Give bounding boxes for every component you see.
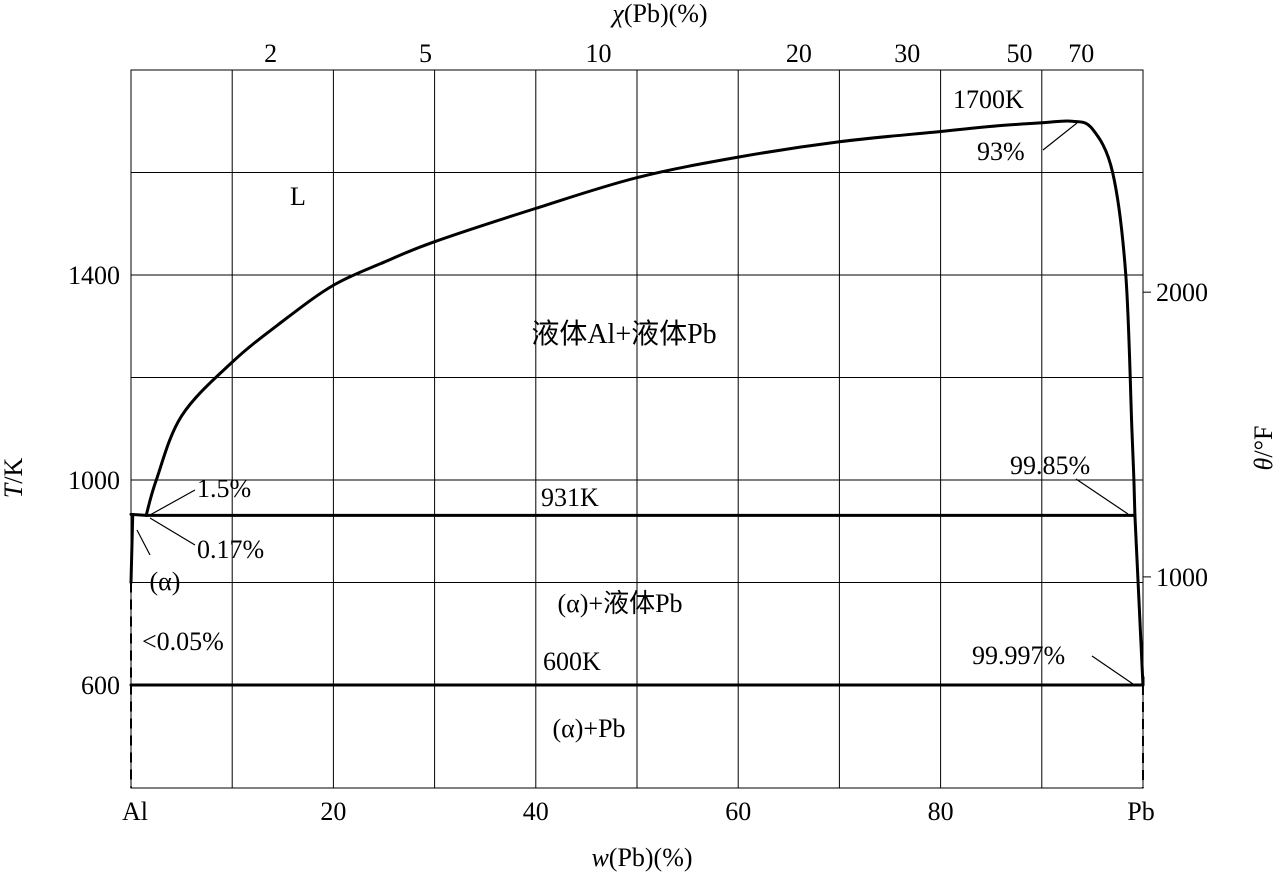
bottom-tick-label: 60 xyxy=(725,797,751,826)
bottom-axis-title: w(Pb)(%) xyxy=(591,843,692,872)
region-label-liquid: L xyxy=(290,182,306,211)
left-tick-label: 600 xyxy=(81,671,120,700)
annotation-93pct: 93% xyxy=(977,137,1025,166)
top-axis-title: χ(Pb)(%) xyxy=(609,0,707,28)
top-tick-label: 10 xyxy=(586,39,612,68)
top-tick-label: 30 xyxy=(894,39,920,68)
al-solvus xyxy=(129,513,135,584)
phase-boundaries xyxy=(129,119,1145,788)
top-tick-label: 20 xyxy=(786,39,812,68)
bottom-tick-label: 40 xyxy=(523,797,549,826)
top-tick-label: 70 xyxy=(1068,39,1094,68)
region-label-alpha: (α) xyxy=(150,567,181,596)
right-tick-label: 1000 xyxy=(1156,563,1208,592)
bottom-tick-label: 80 xyxy=(928,797,954,826)
left-tick-label: 1400 xyxy=(68,261,120,290)
annotation-0-17pct: 0.17% xyxy=(197,535,264,564)
annotation-99-997pct: 99.997% xyxy=(972,641,1065,670)
annotation-931k: 931K xyxy=(541,483,599,512)
leader-99-997pct xyxy=(1091,655,1134,685)
bottom-tick-label: 20 xyxy=(320,797,346,826)
top-tick-label: 50 xyxy=(1007,39,1033,68)
left-axis-title: T/K xyxy=(0,458,28,499)
top-tick-label: 2 xyxy=(264,39,277,68)
right-axis-title: θ/°F xyxy=(1249,426,1278,471)
left-tick-label: 1000 xyxy=(68,466,120,495)
leader-1-5pct xyxy=(149,489,196,516)
region-label-alpha-liquid-pb: (α)+液体Pb xyxy=(557,589,682,618)
bottom-tick-label: Al xyxy=(122,797,148,826)
tick-labels: Al 20 40 60 80 Pb 2 5 10 20 30 50 70 600 1000 1400 1000 2… xyxy=(68,39,1208,826)
leader-alpha xyxy=(136,529,151,556)
annotation-600k: 600K xyxy=(543,647,601,676)
annotation-1700k: 1700K xyxy=(953,85,1024,114)
top-tick-label: 5 xyxy=(419,39,432,68)
bottom-tick-label: Pb xyxy=(1127,797,1154,826)
region-label-two-liquids: 液体Al+液体Pb xyxy=(531,318,716,350)
leader-99-85pct xyxy=(1075,478,1129,515)
pb-liquidus xyxy=(1133,513,1145,687)
annotation-99-85pct: 99.85% xyxy=(1010,451,1090,480)
annotation-1-5pct: 1.5% xyxy=(197,474,251,503)
annotation-lt-0-05pct: <0.05% xyxy=(142,627,224,656)
leader-lines xyxy=(136,122,1134,685)
leader-93pct xyxy=(1042,122,1078,151)
right-tick-label: 2000 xyxy=(1156,278,1208,307)
miscibility-gap-curve xyxy=(144,119,1137,517)
region-label-alpha-pb: (α)+Pb xyxy=(552,714,625,743)
leader-0-17pct xyxy=(149,517,196,546)
